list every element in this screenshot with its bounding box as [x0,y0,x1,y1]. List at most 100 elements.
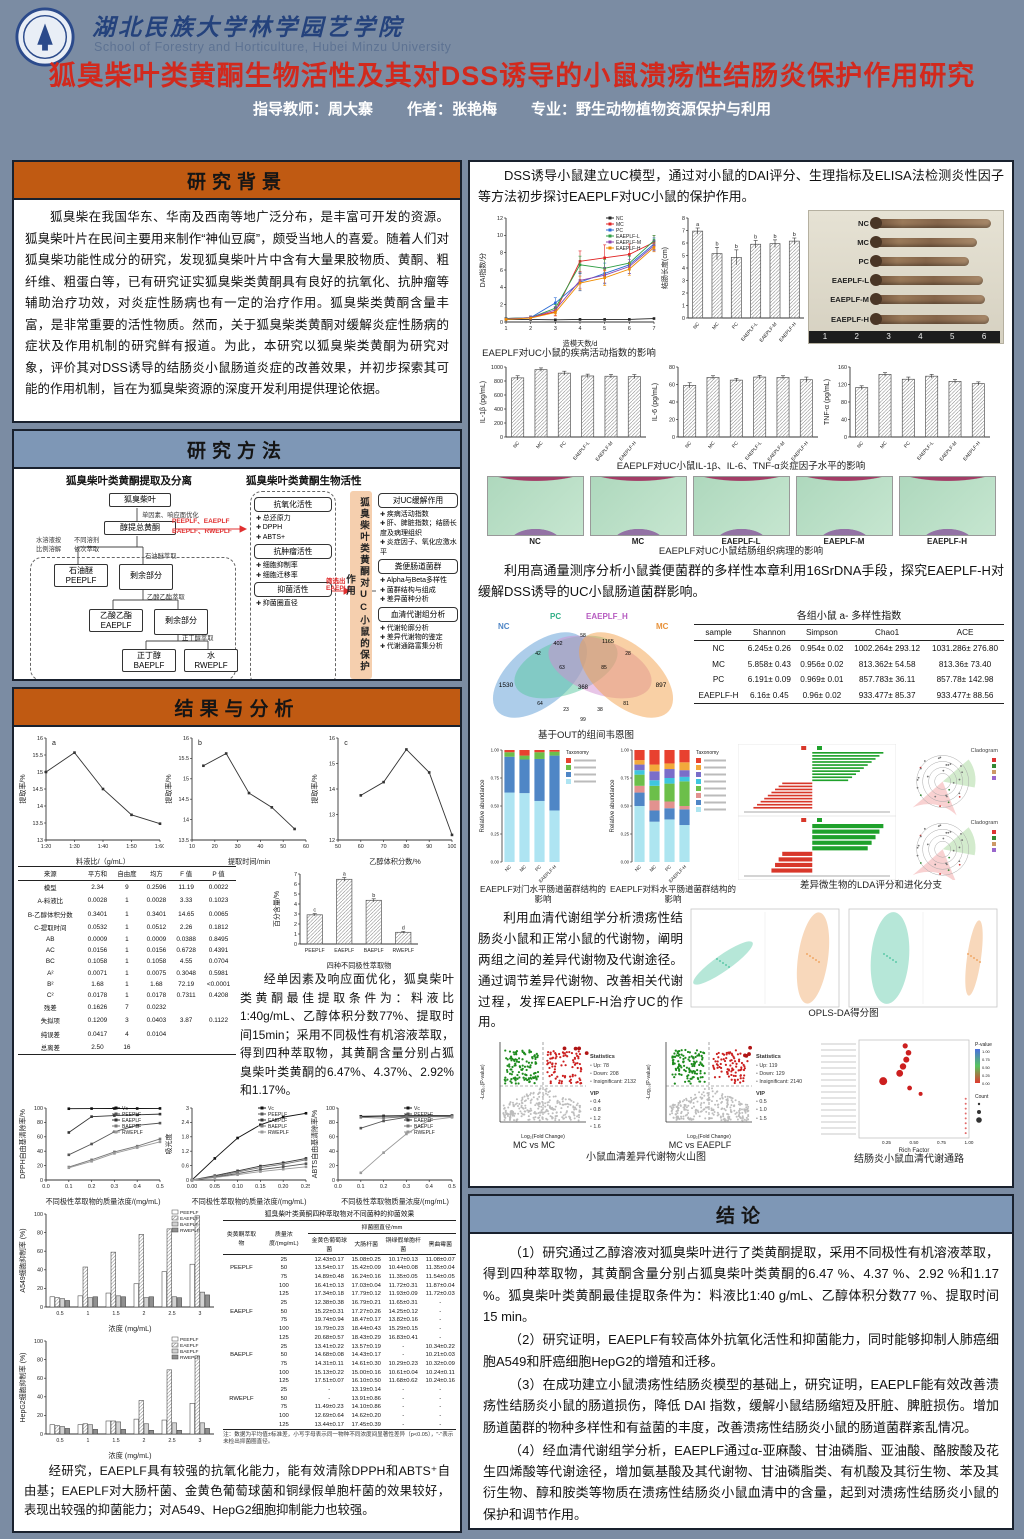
svg-text:0: 0 [332,1178,335,1184]
svg-text:BAEPLF: BAEPLF [180,1349,198,1355]
svg-text:a: a [52,740,56,747]
chart-a549: 0 20 40 60 80 100 A549细胞抑制率 (%) 浓度 (mg/mL) 0.5 1 1… [18,1206,218,1333]
caption-stack2: EAEPLF对料水平肠道菌群结构的影响 [609,883,737,905]
svg-text:EAEPLF-M: EAEPLF-M [767,441,787,462]
svg-text:40: 40 [257,844,263,850]
svg-text:b: b [773,233,776,239]
micro-text: 利用高通量测序分析小鼠粪便菌群的多样性本章利用16SrDNA手段，探究EAEPL… [478,563,1004,600]
uc-group-relief: 对UC缓解作用疾病活动指数肝、脾脏指数；结肠长度及病理组织炎症因子、氧化应激水平 [378,493,458,557]
svg-text:PC: PC [550,612,561,621]
svg-text:0.75: 0.75 [982,1057,991,1062]
advisor: 指导教师：周大寨 [252,101,373,118]
svg-text:EAEPLF-H: EAEPLF-H [616,246,641,252]
bacteria-table: 类黄酮萃取物 质量浓度/(mg/mL) 抑菌圈直径/mm 金黄色葡萄球菌 大肠杆菌 铜绿假… [223,1219,456,1431]
svg-text:NC: NC [856,440,865,450]
svg-text:BAEPLF: BAEPLF [268,1124,287,1130]
svg-text:RWEPLF: RWEPLF [122,1130,143,1136]
svg-text:0.5: 0.5 [56,1438,63,1444]
svg-text:80: 80 [329,1120,335,1126]
svg-text:不同极性萃取物的质量浓度/(mg/mL): 不同极性萃取物的质量浓度/(mg/mL) [191,1197,306,1206]
svg-text:EAEPLF-M: EAEPLF-M [759,321,779,342]
chart-stack-phylum: 0.00 0.25 0.50 0.75 1.00 Relative abundance NC… [478,744,606,884]
svg-text:MC: MC [879,440,889,450]
chart-dai: 0 2 4 6 8 10 12 DAI指数/分 造模天数/d 1 2 3 4 5 6 7 NC MC PC EAEPL… [478,210,658,348]
chart-hepg2: 0 20 40 60 80 100 HepG2细胞抑制率 (%) 浓度 (mg/mL) 0.5 1… [18,1333,218,1460]
svg-text:0.25: 0.25 [621,831,630,836]
flow-node-leaf: 狐臭柴叶 [109,493,171,507]
bacteria-table-title: 狐臭柴叶类黄酮四种萃取物对不同菌种的抑菌效果 [264,1210,415,1218]
chart-dpph: 0 20 40 60 80 100 DPPH自由基清除率/% 不同极性萃取物的质量浓度/(mg… [18,1100,164,1206]
svg-text:50: 50 [335,844,341,850]
svg-text:PEEPLF: PEEPLF [180,1337,198,1343]
flow-red-extracts: PEEPLF、EAEPLF BAEPLF、RWEPLF [172,518,232,535]
svg-text:0.1: 0.1 [65,1184,73,1190]
flow-node-rem1: 剩余部分 [119,564,173,590]
svg-text:MC: MC [711,321,721,331]
flow-edge-left1: 水溶液按 比例溶解 [36,537,62,553]
svg-text:PC: PC [731,440,740,449]
chart-colon-length: 0 1 2 3 4 5 6 7 8 结肠长度(cm) a NC b MC b PC b EAEPLF-L b EAEP… [660,210,808,343]
svg-text:60: 60 [37,1249,43,1255]
svg-text:2: 2 [682,290,685,296]
flow-node-crude: 醇提总黄酮 [104,521,176,535]
histology-image [692,476,790,537]
svg-text:13.5: 13.5 [33,821,44,827]
dai-block: 0 2 4 6 8 10 12 DAI指数/分 造模天数/d 1 2 3 4 5 6 7 NC MC PC EAEPL… [478,210,660,360]
svg-text:0.00: 0.00 [491,859,500,864]
caption-venn: 基于OUT的组间韦恩图 [537,729,635,741]
svg-text:浓度 (mg/mL): 浓度 (mg/mL) [108,1324,151,1333]
colon-specimen [870,216,991,229]
svg-text:1.2: 1.2 [182,1149,190,1155]
uc-row-cytokines: 0 200 400 600 800 1000 IL-1β (pg/mL) NC MC PC EAEP… [478,359,1004,463]
svg-text:5: 5 [294,892,297,898]
section-uc-experiments: DSS诱导小鼠建立UC模型，通过对小鼠的DAI评分、生理指标及ELISA法检测炎… [468,160,1014,1188]
histology-image [898,476,996,537]
svg-text:10: 10 [497,233,503,239]
svg-text:BAEPLF: BAEPLF [180,1222,198,1228]
svg-text:99: 99 [580,717,586,723]
cladogram-1: Cladogram [896,744,1002,816]
svg-text:1:60: 1:60 [155,844,164,850]
bacteria-table-block: 狐臭柴叶类黄酮四种萃取物对不同菌种的抑菌效果 类黄酮萃取物 质量浓度/(mg/mL… [221,1206,456,1447]
svg-text:NC: NC [616,216,624,222]
svg-text:80: 80 [841,400,847,406]
svg-text:PC: PC [559,440,568,449]
svg-text:402: 402 [553,641,562,647]
svg-text:2: 2 [500,302,503,308]
svg-text:40: 40 [37,1268,43,1274]
svg-text:60: 60 [358,844,364,850]
university-logo-icon [15,7,75,67]
svg-text:6: 6 [500,267,503,273]
svg-text:0: 0 [844,435,847,441]
micro-row-taxa: 0.00 0.25 0.50 0.75 1.00 Relative abundance NC… [478,743,1004,905]
university-name: 湖北民族大学林学园艺学院 [92,14,404,41]
svg-text:2: 2 [143,1311,146,1317]
svg-text:MC: MC [649,863,658,872]
svg-text:13: 13 [37,838,43,844]
svg-text:0: 0 [40,1305,43,1311]
svg-text:Log₂(Fold Change): Log₂(Fold Change) [687,1134,731,1140]
flow-node-water: 水 RWEPLF [184,649,238,673]
svg-text:13: 13 [329,812,335,818]
flow-node-pe: 石油醚 PEEPLF [54,564,108,588]
right-column: DSS诱导小鼠建立UC模型，通过对小鼠的DAI评分、生理指标及ELISA法检测炎… [468,160,1014,1536]
svg-text:15.5: 15.5 [179,756,190,762]
svg-text:85: 85 [601,665,607,671]
svg-text:0.2: 0.2 [380,1184,388,1190]
svg-text:3: 3 [186,1106,189,1112]
metab-row-opls: 利用血清代谢组学分析溃疡性结肠炎小鼠和正常小鼠的代谢物，阐明两组之间的差异代谢物… [478,908,1004,1033]
svg-text:30: 30 [235,844,241,850]
svg-text:b: b [793,232,796,238]
svg-text:1165: 1165 [602,639,614,645]
svg-text:0: 0 [186,1178,189,1184]
colon-specimen [870,255,969,268]
svg-text:1:20: 1:20 [41,844,52,850]
svg-text:0: 0 [40,1178,43,1184]
svg-text:40: 40 [669,400,675,406]
chart-abts: 0 20 40 60 80 100 ABTS自由基清除率/% 不同极性萃取物质量浓度/(mg/… [310,1100,456,1206]
svg-text:600: 600 [494,393,503,399]
svg-text:0.20: 0.20 [278,1184,289,1190]
section-results: 结果与分析 13 13.5 14 14.5 15 15.5 16 提取率/% 料液比/（g/mL… [12,687,462,1533]
svg-text:Taxonomy: Taxonomy [566,750,589,756]
caption-lda: 差异微生物的LDA评分和进化分支 [800,879,942,891]
